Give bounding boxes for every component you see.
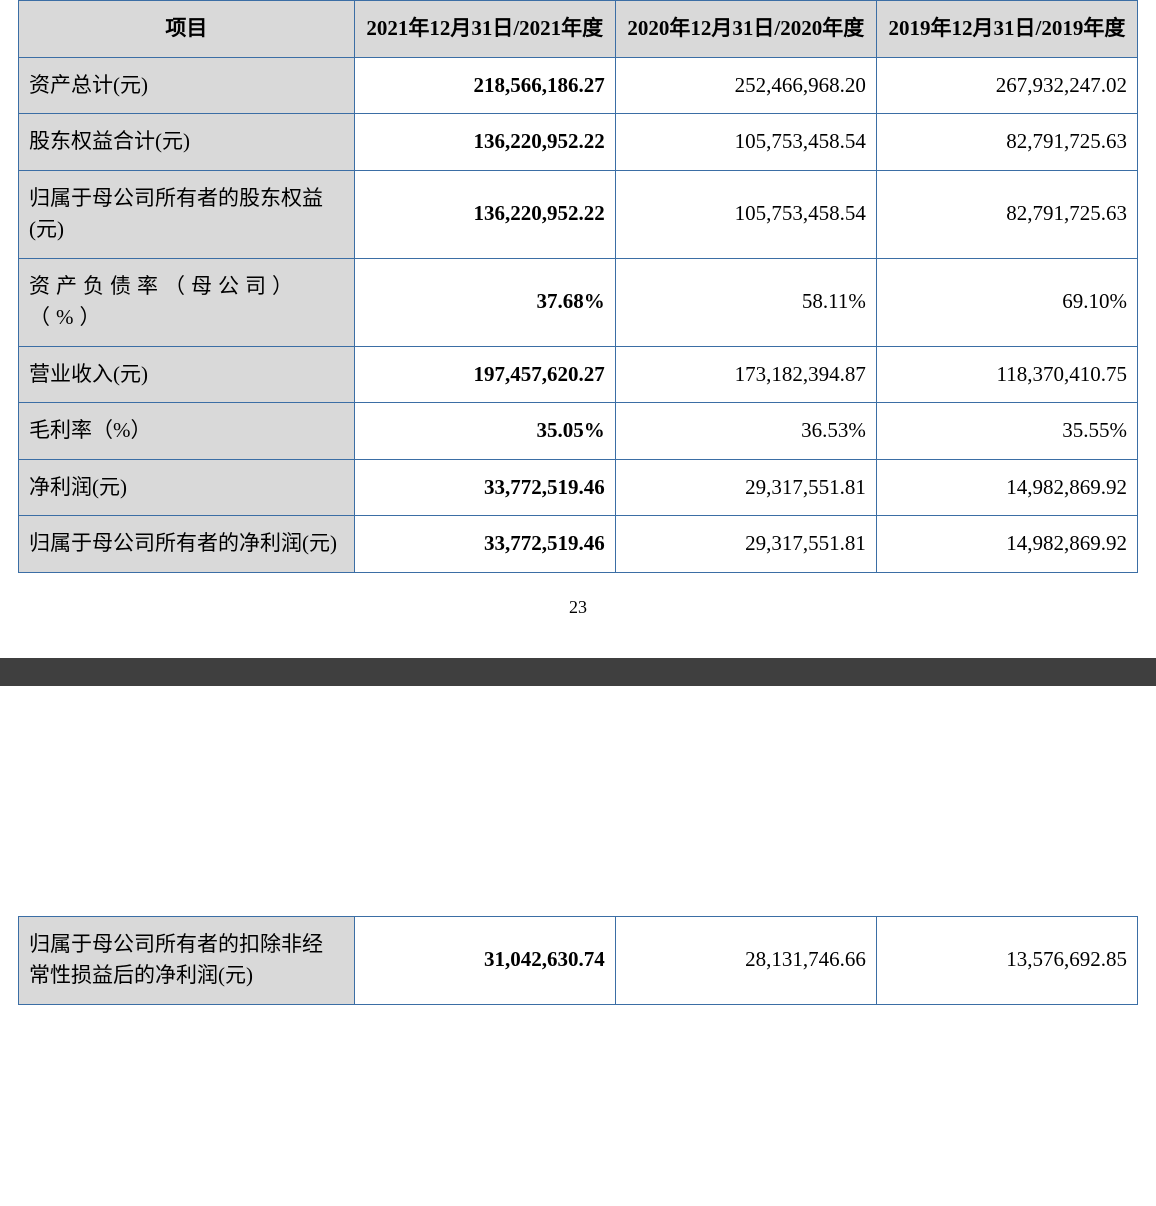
row-value-2021: 197,457,620.27: [354, 346, 615, 403]
col-header-2019: 2019年12月31日/2019年度: [876, 1, 1137, 58]
row-value-2019: 82,791,725.63: [876, 170, 1137, 258]
row-label: 净利润(元): [19, 459, 355, 516]
row-label: 归属于母公司所有者的股东权益(元): [19, 170, 355, 258]
table-row: 资产总计(元) 218,566,186.27 252,466,968.20 26…: [19, 57, 1138, 114]
row-label: 股东权益合计(元): [19, 114, 355, 171]
row-label: 归属于母公司所有者的净利润(元): [19, 516, 355, 573]
row-value-2020: 105,753,458.54: [615, 170, 876, 258]
table-row: 营业收入(元) 197,457,620.27 173,182,394.87 11…: [19, 346, 1138, 403]
row-value-2019: 14,982,869.92: [876, 516, 1137, 573]
row-value-2020: 36.53%: [615, 403, 876, 460]
financial-table-main: 项目 2021年12月31日/2021年度 2020年12月31日/2020年度…: [18, 0, 1138, 573]
page-lower: 归属于母公司所有者的扣除非经常性损益后的净利润(元) 31,042,630.74…: [0, 916, 1156, 1005]
financial-table-continued: 归属于母公司所有者的扣除非经常性损益后的净利润(元) 31,042,630.74…: [18, 916, 1138, 1005]
row-value-2020: 29,317,551.81: [615, 459, 876, 516]
row-value-2021: 218,566,186.27: [354, 57, 615, 114]
table-row: 净利润(元) 33,772,519.46 29,317,551.81 14,98…: [19, 459, 1138, 516]
row-value-2021: 33,772,519.46: [354, 516, 615, 573]
row-label: 毛利率（%）: [19, 403, 355, 460]
table-row: 毛利率（%） 35.05% 36.53% 35.55%: [19, 403, 1138, 460]
table-header-row: 项目 2021年12月31日/2021年度 2020年12月31日/2020年度…: [19, 1, 1138, 58]
row-value-2019: 118,370,410.75: [876, 346, 1137, 403]
row-value-2019: 13,576,692.85: [876, 916, 1137, 1004]
row-value-2021: 37.68%: [354, 258, 615, 346]
page-gap: [0, 686, 1156, 916]
row-value-2021: 136,220,952.22: [354, 170, 615, 258]
row-label: 资产总计(元): [19, 57, 355, 114]
row-value-2019: 82,791,725.63: [876, 114, 1137, 171]
row-label: 营业收入(元): [19, 346, 355, 403]
row-value-2020: 28,131,746.66: [615, 916, 876, 1004]
row-label: 归属于母公司所有者的扣除非经常性损益后的净利润(元): [19, 916, 355, 1004]
row-value-2021: 136,220,952.22: [354, 114, 615, 171]
row-value-2020: 105,753,458.54: [615, 114, 876, 171]
row-value-2019: 69.10%: [876, 258, 1137, 346]
row-value-2021: 35.05%: [354, 403, 615, 460]
page-upper: 项目 2021年12月31日/2021年度 2020年12月31日/2020年度…: [0, 0, 1156, 618]
col-header-2021: 2021年12月31日/2021年度: [354, 1, 615, 58]
page-number: 23: [18, 597, 1138, 618]
col-header-2020: 2020年12月31日/2020年度: [615, 1, 876, 58]
row-value-2019: 35.55%: [876, 403, 1137, 460]
row-value-2021: 33,772,519.46: [354, 459, 615, 516]
table-row: 股东权益合计(元) 136,220,952.22 105,753,458.54 …: [19, 114, 1138, 171]
page-separator: [0, 658, 1156, 686]
row-value-2021: 31,042,630.74: [354, 916, 615, 1004]
row-label: 资产负债率（母公司）（%）: [19, 258, 355, 346]
row-value-2020: 58.11%: [615, 258, 876, 346]
table-row: 归属于母公司所有者的净利润(元) 33,772,519.46 29,317,55…: [19, 516, 1138, 573]
table-row: 归属于母公司所有者的扣除非经常性损益后的净利润(元) 31,042,630.74…: [19, 916, 1138, 1004]
col-header-item: 项目: [19, 1, 355, 58]
row-value-2020: 29,317,551.81: [615, 516, 876, 573]
row-value-2019: 14,982,869.92: [876, 459, 1137, 516]
table-row: 资产负债率（母公司）（%） 37.68% 58.11% 69.10%: [19, 258, 1138, 346]
row-value-2020: 252,466,968.20: [615, 57, 876, 114]
row-value-2019: 267,932,247.02: [876, 57, 1137, 114]
row-value-2020: 173,182,394.87: [615, 346, 876, 403]
table-row: 归属于母公司所有者的股东权益(元) 136,220,952.22 105,753…: [19, 170, 1138, 258]
